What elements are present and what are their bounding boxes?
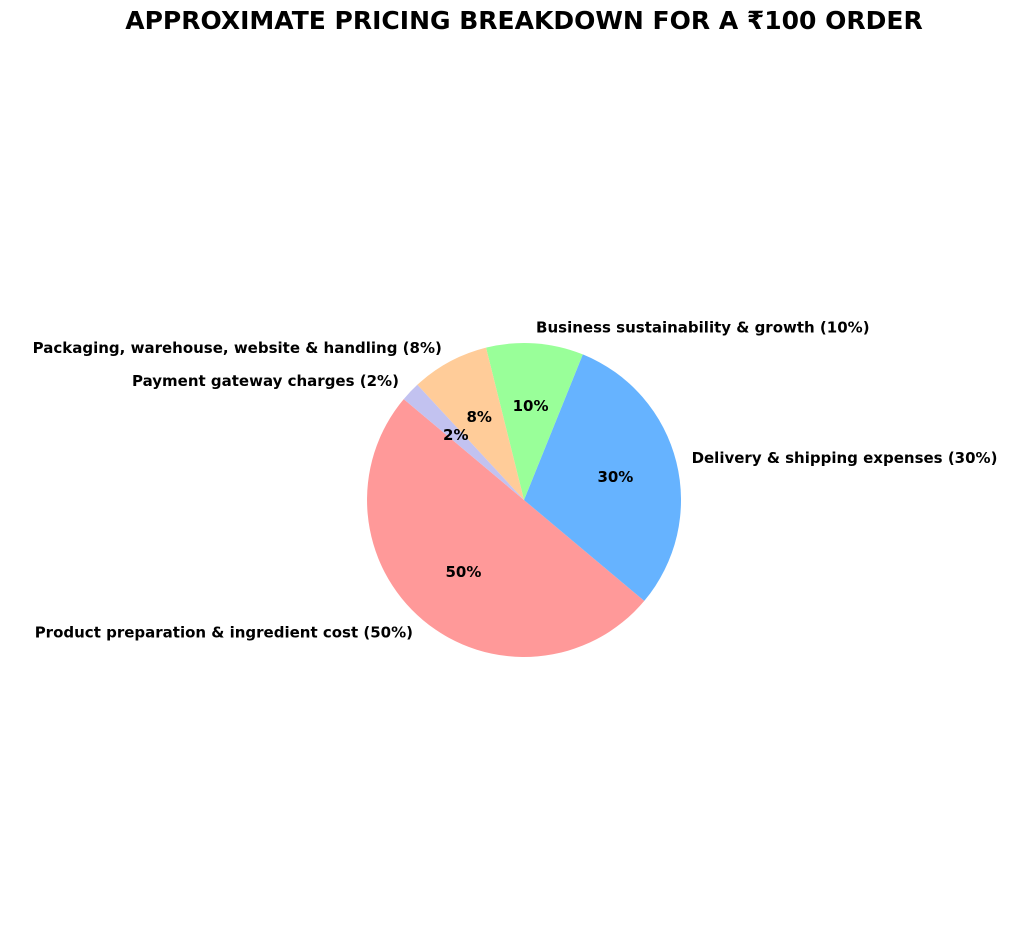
- pie-slice-3: [486, 342, 583, 500]
- pie-slices: [367, 342, 682, 657]
- pie-slice-2: [524, 354, 682, 601]
- pie-category-labels: Product preparation & ingredient cost (5…: [33, 319, 998, 642]
- pie-slice-1: [367, 399, 645, 657]
- pie-slice-4: [417, 347, 524, 500]
- pie-category-label-2: Delivery & shipping expenses (30%): [692, 449, 998, 467]
- pie-percentage-label-2: 30%: [597, 468, 633, 486]
- pie-percentage-label-1: 50%: [445, 563, 481, 581]
- pie-percentage-label-4: 8%: [466, 408, 491, 426]
- pie-percentage-labels: 50% 30% 10% 8%2%: [443, 397, 633, 581]
- pie-category-label-1: Product preparation & ingredient cost (5…: [35, 623, 413, 641]
- pie-category-label-3: Business sustainability & growth (10%): [536, 319, 870, 337]
- chart-title: APPROXIMATE PRICING BREAKDOWN FOR A ₹100…: [125, 6, 923, 35]
- pie-percentage-label-3: 10%: [513, 397, 549, 415]
- pie-percentage-label-5: 2%: [443, 426, 468, 444]
- pie-slice-5: [403, 384, 524, 500]
- pie-category-label-5: Payment gateway charges (2%): [132, 372, 399, 390]
- pie-category-label-4: Packaging, warehouse, website & handling…: [33, 339, 442, 357]
